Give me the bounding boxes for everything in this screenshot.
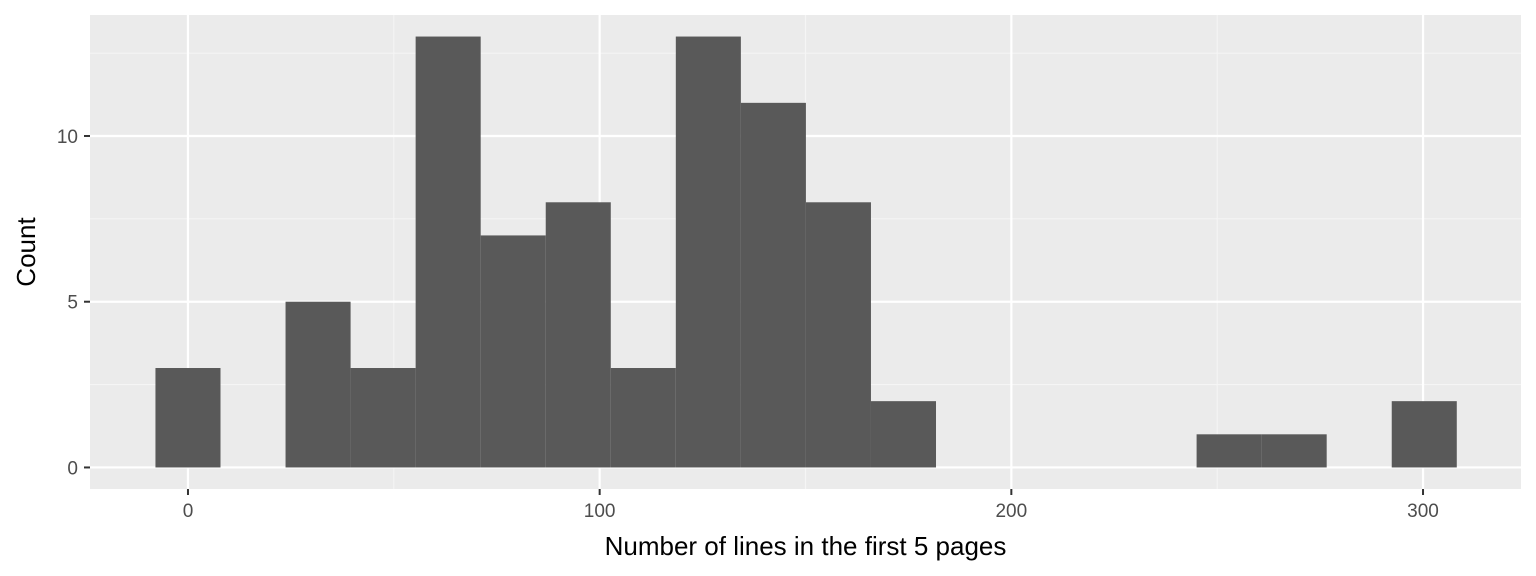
x-axis: 0 100 200 300 — [183, 489, 1439, 522]
histogram-bar — [545, 202, 611, 468]
histogram-bar — [805, 202, 871, 468]
histogram-bar — [1261, 434, 1327, 468]
y-axis: 0 5 10 — [57, 127, 90, 479]
y-tick-label: 0 — [67, 458, 78, 479]
histogram-bar — [675, 36, 741, 468]
histogram-bar — [480, 235, 546, 468]
histogram-bar — [1391, 401, 1457, 468]
x-tick-label: 200 — [995, 501, 1027, 522]
histogram-bar — [1196, 434, 1262, 468]
histogram-bar — [285, 301, 351, 468]
x-tick-label: 0 — [183, 501, 194, 522]
y-axis-title: Count — [11, 217, 41, 287]
y-tick-label: 10 — [57, 127, 78, 148]
histogram-bar — [870, 401, 937, 468]
histogram-bar — [610, 368, 676, 468]
histogram-bar — [415, 36, 481, 468]
x-axis-title: Number of lines in the first 5 pages — [605, 531, 1007, 561]
histogram-bar — [155, 368, 221, 468]
histogram-bar — [350, 368, 416, 468]
histogram-bars — [155, 36, 1457, 468]
y-tick-label: 5 — [67, 293, 78, 314]
x-tick-label: 100 — [584, 501, 616, 522]
histogram-bar — [740, 102, 806, 468]
x-tick-label: 300 — [1407, 501, 1439, 522]
